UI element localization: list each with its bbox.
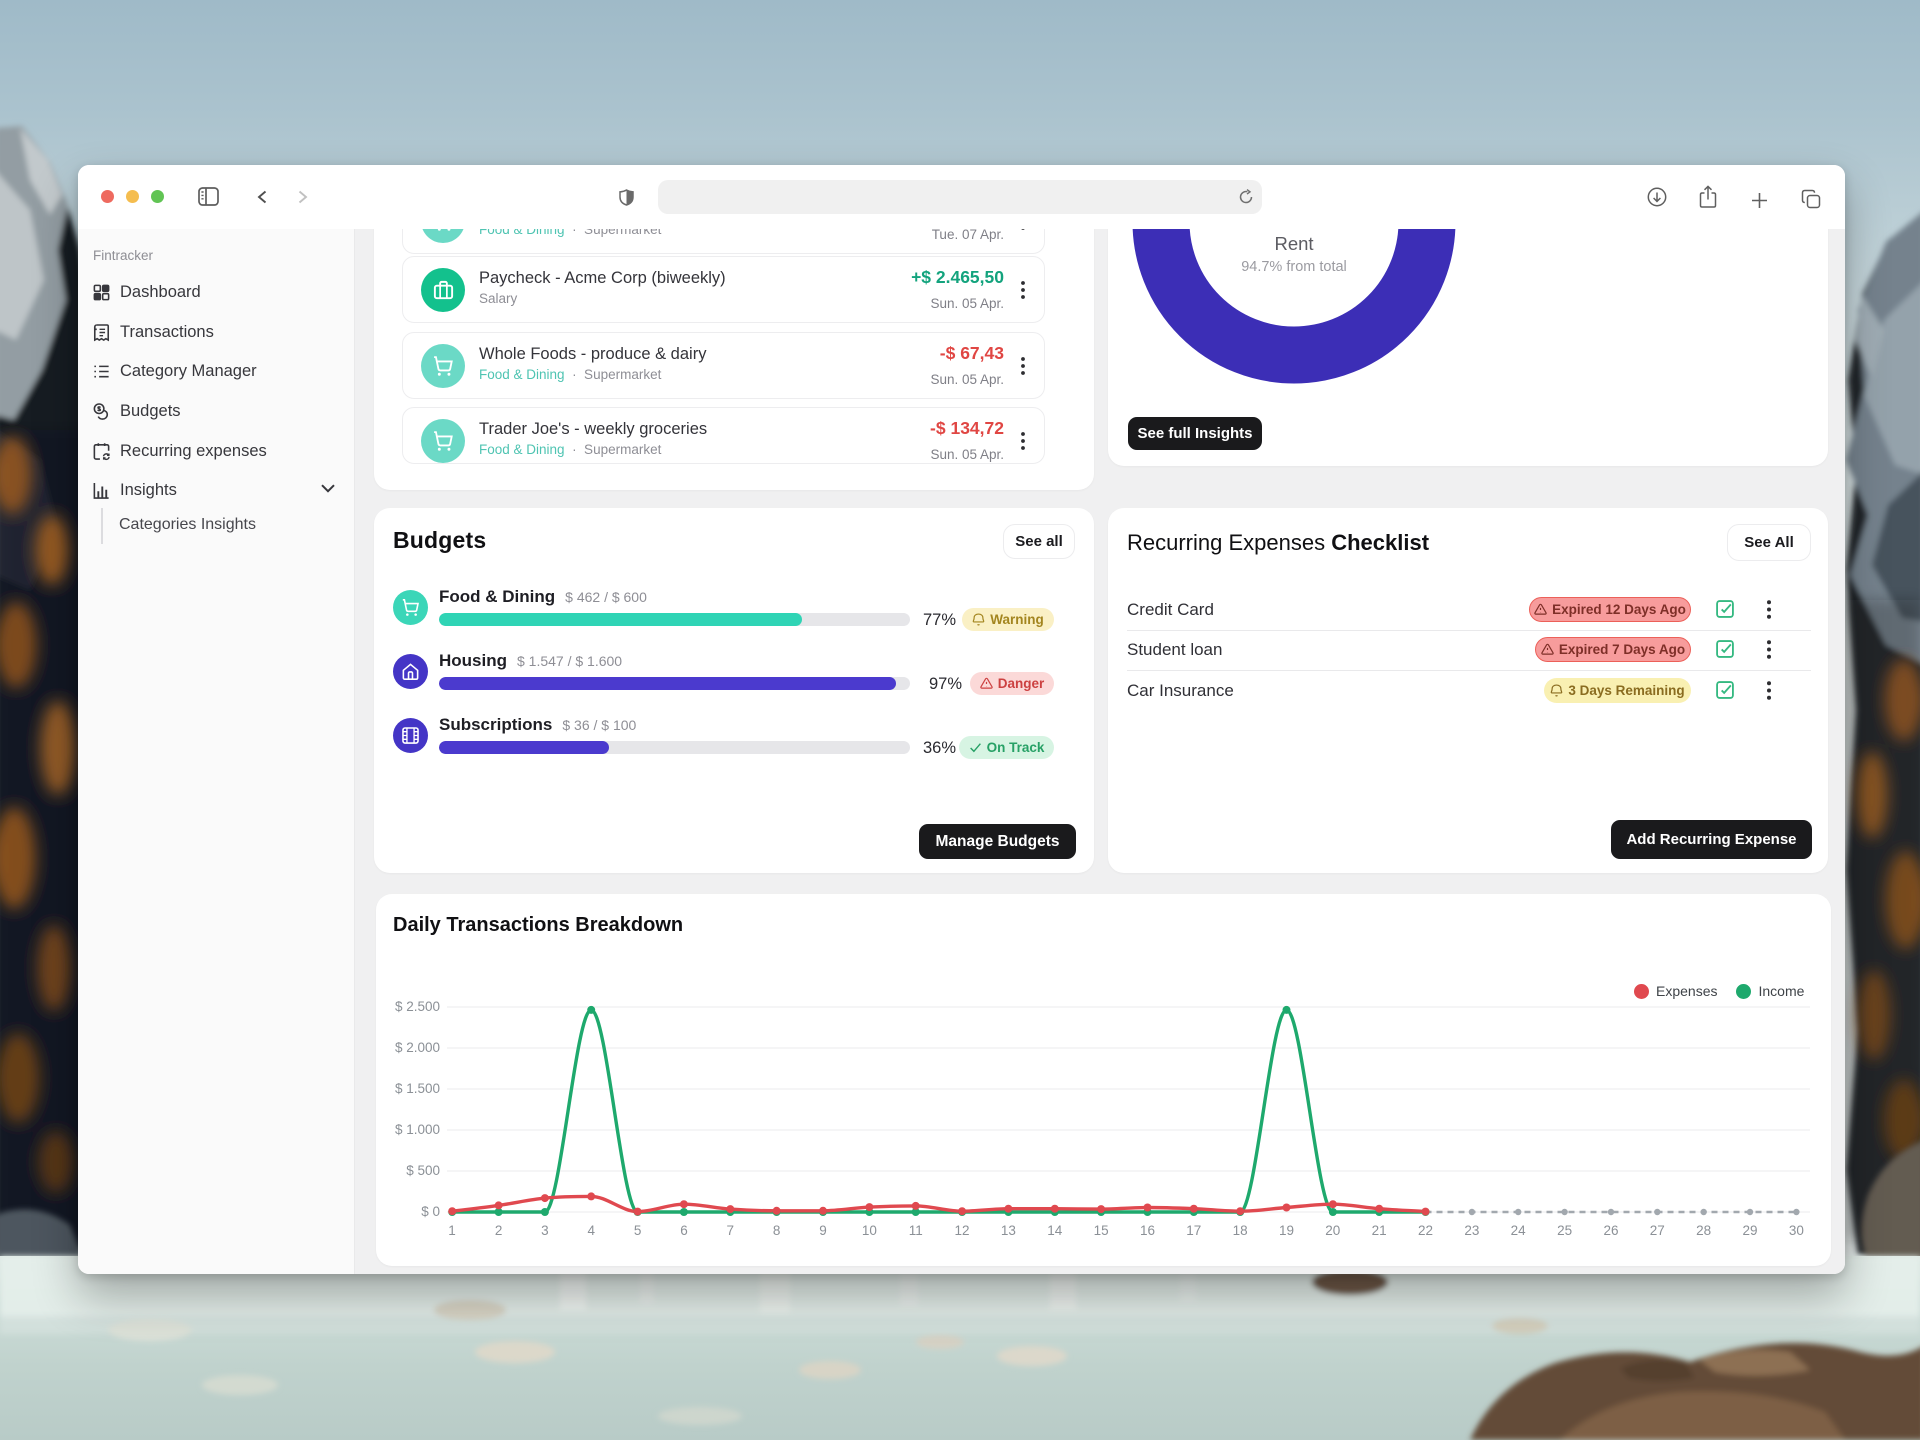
svg-text:14: 14: [1047, 1223, 1063, 1238]
svg-text:$ 1.500: $ 1.500: [395, 1081, 440, 1096]
svg-text:$ 0: $ 0: [421, 1204, 440, 1219]
svg-text:7: 7: [727, 1223, 735, 1238]
svg-text:11: 11: [909, 1223, 923, 1238]
svg-text:23: 23: [1464, 1223, 1479, 1238]
svg-text:8: 8: [773, 1223, 781, 1238]
svg-text:28: 28: [1696, 1223, 1711, 1238]
svg-text:4: 4: [587, 1223, 595, 1238]
svg-text:12: 12: [954, 1223, 969, 1238]
svg-text:$ 500: $ 500: [406, 1163, 440, 1178]
svg-text:3: 3: [541, 1223, 549, 1238]
svg-text:24: 24: [1511, 1223, 1527, 1238]
svg-text:16: 16: [1140, 1223, 1155, 1238]
svg-text:5: 5: [634, 1223, 642, 1238]
svg-text:9: 9: [819, 1223, 827, 1238]
svg-text:2: 2: [495, 1223, 503, 1238]
svg-text:29: 29: [1742, 1223, 1757, 1238]
svg-text:13: 13: [1001, 1223, 1016, 1238]
svg-text:$ 1.000: $ 1.000: [395, 1122, 440, 1137]
svg-text:18: 18: [1233, 1223, 1248, 1238]
svg-text:15: 15: [1094, 1223, 1109, 1238]
svg-text:22: 22: [1418, 1223, 1433, 1238]
svg-text:1: 1: [448, 1223, 456, 1238]
svg-text:$ 2.000: $ 2.000: [395, 1040, 440, 1055]
svg-text:6: 6: [680, 1223, 688, 1238]
svg-text:30: 30: [1789, 1223, 1804, 1238]
svg-text:20: 20: [1325, 1223, 1340, 1238]
svg-text:10: 10: [862, 1223, 877, 1238]
svg-text:$ 2.500: $ 2.500: [395, 999, 440, 1014]
svg-text:21: 21: [1372, 1223, 1387, 1238]
svg-text:26: 26: [1603, 1223, 1618, 1238]
svg-text:25: 25: [1557, 1223, 1572, 1238]
svg-text:27: 27: [1650, 1223, 1665, 1238]
svg-text:19: 19: [1279, 1223, 1294, 1238]
svg-text:17: 17: [1186, 1223, 1201, 1238]
